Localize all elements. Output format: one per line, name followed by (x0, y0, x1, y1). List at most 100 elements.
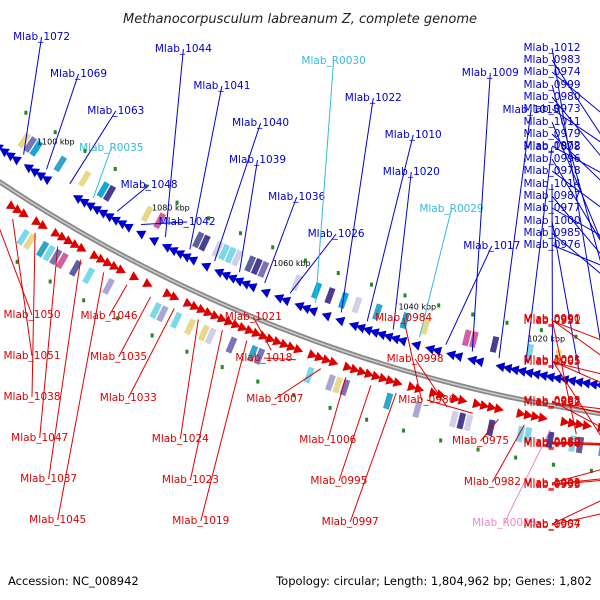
forward-gene-arrow (0, 148, 10, 158)
label-leader-line (69, 110, 117, 185)
scale-tick-label: 1080 kbp (152, 204, 190, 213)
genome-backbone (0, 179, 600, 417)
forward-gene-arrow (538, 371, 548, 381)
forward-gene-arrow (335, 316, 346, 327)
label-leader-line (179, 319, 199, 440)
scale-dot (476, 447, 480, 452)
reverse-gene-arrow (560, 416, 570, 427)
gene-label: Mlab_1012 (523, 42, 580, 54)
scale-dot (113, 166, 117, 171)
label-leader-line (551, 158, 600, 241)
gene-label: Mlab_1040 (232, 117, 289, 129)
reverse-gene-arrow (237, 321, 248, 332)
reverse-gene-arrow (575, 419, 585, 429)
label-leader-line (414, 358, 448, 408)
reverse-gene-arrow (472, 398, 482, 409)
scale-dot (369, 282, 373, 287)
gc-skew-block (325, 374, 336, 392)
reverse-gene-arrow (189, 300, 200, 310)
forward-gene-arrow (136, 230, 147, 240)
gene-label: Mlab_1036 (268, 191, 325, 203)
gene-label: Mlab_R0035 (79, 142, 143, 154)
forward-gene-arrow (321, 312, 332, 322)
gc-skew-block (225, 336, 238, 354)
topology-text: Topology: circular; Length: 1,804,962 bp… (275, 574, 592, 588)
label-leader-line (141, 221, 188, 225)
gene-label: Mlab_R0028 (472, 517, 536, 529)
map-title: Methanocorpusculum labreanum Z, complete… (123, 12, 477, 27)
label-leader-line (92, 147, 112, 198)
gene-label: Mlab_1026 (308, 228, 365, 240)
scale-dot (144, 184, 148, 189)
forward-gene-arrow (531, 369, 541, 380)
gene-label: Mlab_0974 (523, 66, 580, 78)
label-leader-line (551, 401, 600, 414)
reverse-gene-arrow (538, 412, 548, 423)
gc-content-block (198, 234, 211, 252)
reverse-gene-arrow (321, 354, 332, 364)
label-leader-line (338, 385, 372, 482)
scale-dot (365, 417, 369, 422)
forward-gene-arrow (411, 341, 422, 351)
forward-gene-arrow (369, 328, 380, 338)
scale-dot (514, 455, 518, 460)
reverse-gene-arrow (251, 327, 262, 337)
scale-dot (539, 328, 543, 333)
gc-content-block (53, 155, 68, 173)
label-leader-line (274, 368, 322, 400)
scale-dot (238, 231, 242, 236)
label-leader-line (551, 469, 600, 484)
gene-labels: Mlab_1072 Mlab_1069 Mlab_1063 Mlab_R0035 Mla… (0, 31, 600, 531)
gc-content-block (324, 287, 336, 305)
label-leader-line (525, 146, 553, 364)
forward-gene-arrow (85, 202, 96, 212)
gene-label: Mlab_1004 (523, 518, 580, 530)
gc-skew-block (456, 412, 467, 430)
label-leader-line (426, 399, 473, 414)
forward-gene-arrow (110, 216, 121, 226)
label-leader-line (419, 208, 452, 338)
scale-dot (403, 293, 407, 298)
forward-gene-arrow (187, 256, 199, 266)
scale-dot (256, 379, 260, 384)
reverse-gene-arrow (435, 389, 446, 399)
label-leader-line (289, 233, 337, 294)
feature-tracks (0, 110, 600, 473)
gene-label: Mlab_0996 (523, 153, 580, 165)
forward-gene-arrow (355, 323, 366, 334)
forward-gene-arrow (234, 277, 245, 287)
forward-gene-arrow (509, 365, 520, 376)
gc-skew-block (68, 259, 83, 277)
label-leader-line (12, 218, 33, 357)
gene-label: Mlab_0982 (464, 476, 521, 488)
gc-content-block (420, 317, 431, 335)
forward-gene-arrow (220, 271, 231, 281)
gc-skew-block (55, 252, 69, 270)
gc-content-block (23, 136, 38, 153)
label-leader-line (366, 134, 414, 322)
gene-label: Mlab_0953 (523, 479, 580, 491)
label-leader-line (327, 377, 347, 441)
gene-label: Mlab_1020 (383, 166, 440, 178)
label-leader-line (164, 48, 184, 238)
gene-label: Mlab_0966 (523, 438, 580, 450)
scale-dot (207, 216, 211, 221)
gene-label: Mlab_0979 (523, 128, 580, 140)
gc-content-block (290, 274, 303, 292)
gc-skew-block (183, 318, 197, 336)
label-leader-line (498, 109, 532, 358)
gene-label: Mlab_0984 (375, 312, 432, 324)
forward-gene-arrow (98, 209, 109, 219)
gc-skew-block (412, 401, 423, 419)
label-leader-line (551, 318, 577, 435)
reverse-gene-arrow (494, 403, 504, 414)
label-leader-line (551, 195, 600, 254)
label-leader-line (116, 184, 150, 212)
reverse-gene-arrow (223, 316, 234, 326)
label-leader-line (491, 424, 525, 483)
label-leader-line (551, 121, 600, 240)
gc-content-block (102, 184, 117, 202)
forward-gene-arrow (168, 247, 179, 257)
label-leader-line (0, 228, 33, 316)
reverse-gene-arrow (265, 333, 276, 343)
